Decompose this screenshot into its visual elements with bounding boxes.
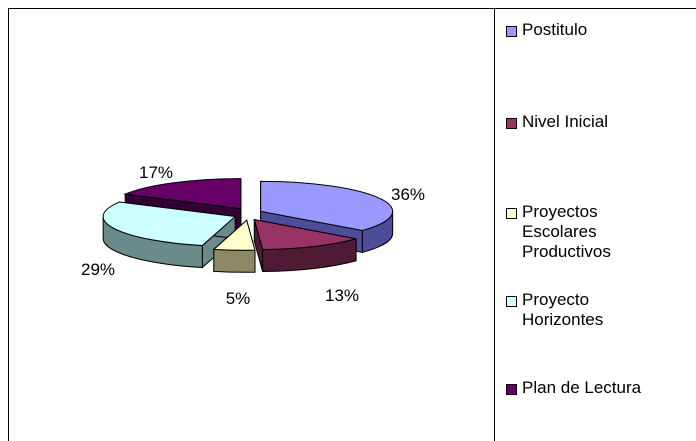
legend-item-1: Nivel Inicial (506, 112, 696, 132)
legend-swatch (506, 384, 517, 395)
pie-slice-side (213, 248, 256, 273)
pie-slice-2 (212, 219, 256, 273)
legend-swatch (506, 26, 517, 37)
data-label-2: 5% (226, 289, 251, 308)
pie-labels: 36% 13% 5% 29% 17% (81, 163, 425, 308)
pie-chart: 36% 13% 5% 29% 17% (81, 163, 425, 308)
pie-slice-top (102, 201, 237, 247)
legend-label-line: Productivos (522, 242, 611, 261)
legend-label-line: Horizontes (522, 310, 604, 329)
legend-label-line: Postitulo (522, 20, 588, 39)
legend-label-line: Escolares (522, 222, 597, 241)
legend-label-line: Proyectos (522, 202, 598, 221)
legend-swatch (506, 208, 517, 219)
data-label-1: 13% (325, 286, 359, 305)
legend-swatch (506, 118, 517, 129)
pie-slice-top (253, 218, 357, 251)
legend-label: Proyecto Horizontes (522, 290, 696, 330)
legend-label: Nivel Inicial (522, 112, 696, 132)
legend-label-line: Nivel Inicial (522, 112, 608, 131)
legend-label-line: Plan de Lectura (522, 378, 642, 397)
data-label-4: 17% (139, 163, 173, 182)
pie-slice-top (212, 219, 256, 251)
chart-frame (8, 8, 696, 441)
legend-label: Plan de Lectura (522, 378, 696, 398)
legend-item-4: Plan de Lectura (506, 378, 696, 398)
legend-label-line: Proyecto (522, 290, 590, 309)
legend-divider (494, 8, 495, 441)
legend-item-2: Proyectos Escolares Productivos (506, 202, 696, 262)
data-label-0: 36% (391, 185, 425, 204)
legend-item-3: Proyecto Horizontes (506, 290, 696, 330)
legend-label: Proyectos Escolares Productivos (522, 202, 696, 262)
pie-slice-1 (253, 218, 357, 273)
legend-item-0: Postitulo (506, 20, 696, 40)
legend: Postitulo Nivel Inicial Proyectos Escolares… (506, 0, 696, 441)
pie-slice-top (123, 178, 242, 210)
pie-slice-top (260, 180, 394, 231)
data-label-3: 29% (81, 260, 115, 279)
legend-label: Postitulo (522, 20, 696, 40)
pie-slices (102, 178, 394, 273)
legend-swatch (506, 296, 517, 307)
